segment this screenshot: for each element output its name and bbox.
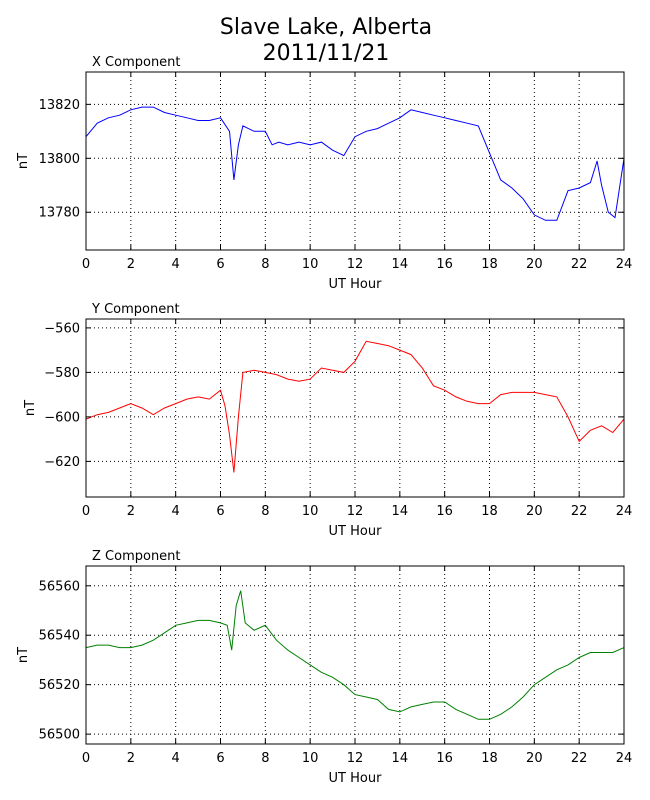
y-tick-label: 56520: [39, 678, 80, 693]
x-tick-label: 2: [127, 257, 135, 272]
x-tick-label: 8: [261, 257, 269, 272]
x-tick-label: 20: [526, 751, 543, 766]
x-tick-label: 2: [127, 751, 135, 766]
x-tick-label: 0: [82, 751, 90, 766]
x-tick-label: 2: [127, 504, 135, 519]
x-axis-label: UT Hour: [329, 277, 383, 292]
x-tick-label: 6: [216, 504, 224, 519]
x-tick-label: 24: [616, 751, 633, 766]
x-tick-label: 20: [526, 257, 543, 272]
x-tick-label: 6: [216, 751, 224, 766]
x-tick-label: 14: [392, 504, 409, 519]
x-tick-label: 14: [392, 257, 409, 272]
x-tick-label: 8: [261, 504, 269, 519]
x-tick-label: 4: [172, 257, 180, 272]
figure-title-line2: 2011/11/21: [263, 41, 390, 66]
y-tick-label: 13780: [39, 206, 80, 221]
x-tick-label: 18: [481, 257, 498, 272]
y-tick-label: 56560: [39, 579, 80, 594]
y-tick-label: −620: [44, 455, 80, 470]
x-tick-label: 20: [526, 504, 543, 519]
x-tick-label: 22: [571, 504, 588, 519]
x-axis-label: UT Hour: [329, 524, 383, 539]
x-tick-label: 24: [616, 257, 633, 272]
x-tick-label: 22: [571, 751, 588, 766]
x-axis-label: UT Hour: [329, 771, 383, 786]
x-tick-label: 18: [481, 751, 498, 766]
y-axis-label: nT: [16, 153, 31, 169]
x-tick-label: 14: [392, 751, 409, 766]
y-component-series-line: [85, 340, 625, 473]
x-tick-label: 10: [302, 257, 319, 272]
y-tick-label: −600: [44, 410, 80, 425]
x-component-series-line: [85, 106, 625, 221]
y-tick-label: 13800: [39, 152, 80, 167]
x-tick-label: 12: [347, 504, 364, 519]
x-tick-label: 12: [347, 751, 364, 766]
y-tick-label: 56540: [39, 629, 80, 644]
x-tick-label: 0: [82, 504, 90, 519]
x-tick-label: 16: [436, 257, 453, 272]
x-tick-label: 22: [571, 257, 588, 272]
y-axis-label: nT: [16, 647, 31, 663]
z-component-series-line: [85, 590, 625, 720]
x-tick-label: 4: [172, 751, 180, 766]
x-tick-label: 6: [216, 257, 224, 272]
y-tick-label: −580: [44, 366, 80, 381]
y-tick-label: −560: [44, 321, 80, 336]
x-tick-label: 4: [172, 504, 180, 519]
y-tick-label: 56500: [39, 728, 80, 743]
x-tick-label: 16: [436, 751, 453, 766]
y-axis-label: nT: [23, 400, 38, 416]
panel-title: Z Component: [92, 549, 181, 564]
x-tick-label: 24: [616, 504, 633, 519]
x-tick-label: 18: [481, 504, 498, 519]
panel-title: Y Component: [91, 302, 180, 317]
x-tick-label: 10: [302, 751, 319, 766]
panel-title: X Component: [92, 55, 181, 70]
y-tick-label: 13820: [39, 98, 80, 113]
x-tick-label: 12: [347, 257, 364, 272]
x-tick-label: 16: [436, 504, 453, 519]
x-tick-label: 0: [82, 257, 90, 272]
x-tick-label: 10: [302, 504, 319, 519]
x-tick-label: 8: [261, 751, 269, 766]
figure-title-line1: Slave Lake, Alberta: [220, 15, 432, 40]
